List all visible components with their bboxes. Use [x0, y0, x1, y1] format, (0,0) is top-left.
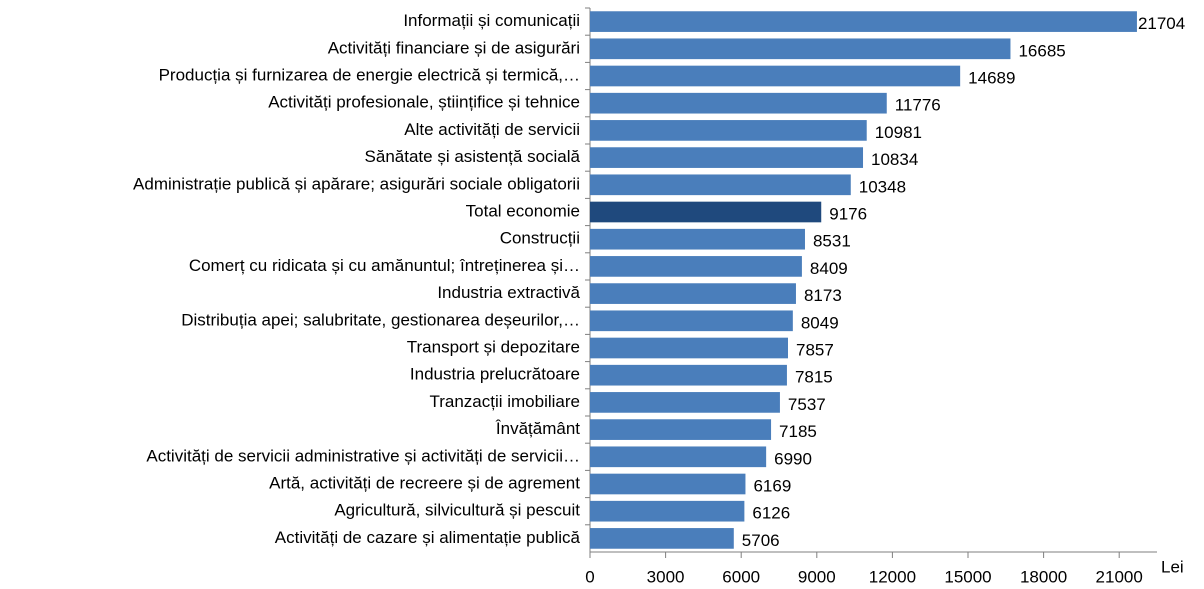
x-tick-label: 18000	[1020, 567, 1067, 586]
bar	[590, 120, 867, 141]
value-label: 10348	[859, 177, 906, 196]
x-tick-label: 6000	[722, 567, 760, 586]
bar	[590, 147, 864, 168]
y-tick-label: Alte activități de servicii	[404, 120, 580, 139]
bar	[590, 392, 780, 413]
value-label: 16685	[1018, 41, 1065, 60]
bar	[590, 446, 767, 468]
value-label: 8409	[810, 259, 848, 278]
y-tick-label: Producția și furnizarea de energie elect…	[159, 65, 580, 84]
x-axis-label: Lei	[1161, 557, 1184, 576]
value-label: 6169	[753, 476, 791, 495]
y-tick-label: Sănătate și asistență socială	[365, 147, 581, 166]
value-label: 8173	[804, 286, 842, 305]
x-tick-label: 21000	[1096, 567, 1143, 586]
value-label: 8049	[801, 313, 839, 332]
y-tick-label: Administrație publică și apărare; asigur…	[133, 174, 580, 193]
value-label: 10981	[875, 123, 922, 142]
y-tick-label: Agricultură, silvicultură și pescuit	[334, 501, 580, 520]
x-tick-label: 9000	[798, 567, 836, 586]
value-label: 14689	[968, 68, 1015, 87]
value-label: 10834	[871, 150, 918, 169]
y-tick-label: Activități profesionale, științifice și …	[268, 93, 580, 112]
value-label: 21704	[1138, 14, 1185, 33]
value-label: 7815	[795, 368, 833, 387]
y-tick-label: Total economie	[466, 201, 580, 220]
y-tick-label: Distribuția apei; salubritate, gestionar…	[181, 310, 580, 329]
bar	[590, 92, 887, 114]
y-tick-label: Industria prelucrătoare	[410, 365, 580, 384]
x-tick-label: 3000	[647, 567, 685, 586]
y-tick-label: Industria extractivă	[437, 283, 580, 302]
bar	[590, 201, 822, 223]
y-tick-label: Construcții	[500, 229, 580, 248]
value-label: 8531	[813, 232, 851, 251]
bar	[590, 500, 745, 522]
x-tick-label: 15000	[944, 567, 991, 586]
y-tick-label: Comerț cu ridicata și cu amănuntul; într…	[189, 256, 580, 275]
value-label: 7537	[788, 395, 826, 414]
bar	[590, 65, 961, 87]
bar	[590, 38, 1011, 60]
value-label: 7857	[796, 340, 834, 359]
y-tick-label: Artă, activități de recreere și de agrem…	[269, 473, 580, 492]
value-label: 11776	[895, 96, 941, 115]
bar	[590, 283, 796, 304]
x-tick-label: 12000	[869, 567, 916, 586]
bar	[590, 256, 802, 277]
bar	[590, 310, 793, 332]
y-tick-label: Învățământ	[495, 419, 580, 438]
value-label: 5706	[742, 531, 780, 550]
y-tick-label: Informații și comunicații	[403, 11, 580, 30]
bar	[590, 419, 772, 440]
value-label: 6990	[774, 449, 812, 468]
bar	[590, 528, 734, 549]
value-label: 7185	[779, 422, 817, 441]
bar	[590, 364, 787, 386]
y-tick-label: Tranzacții imobiliare	[429, 392, 580, 411]
y-tick-label: Activități de servicii administrative și…	[146, 446, 580, 465]
bar	[590, 337, 788, 359]
y-tick-label: Activități financiare și de asigurări	[328, 38, 580, 57]
x-tick-label: 0	[585, 567, 594, 586]
value-label: 6126	[752, 504, 790, 523]
y-tick-label: Activități de cazare și alimentație publ…	[275, 528, 581, 547]
value-label: 9176	[829, 204, 867, 223]
bar	[590, 473, 746, 495]
y-tick-label: Transport și depozitare	[407, 337, 580, 356]
bar	[590, 11, 1137, 32]
bar	[590, 228, 805, 250]
bar	[590, 174, 851, 196]
